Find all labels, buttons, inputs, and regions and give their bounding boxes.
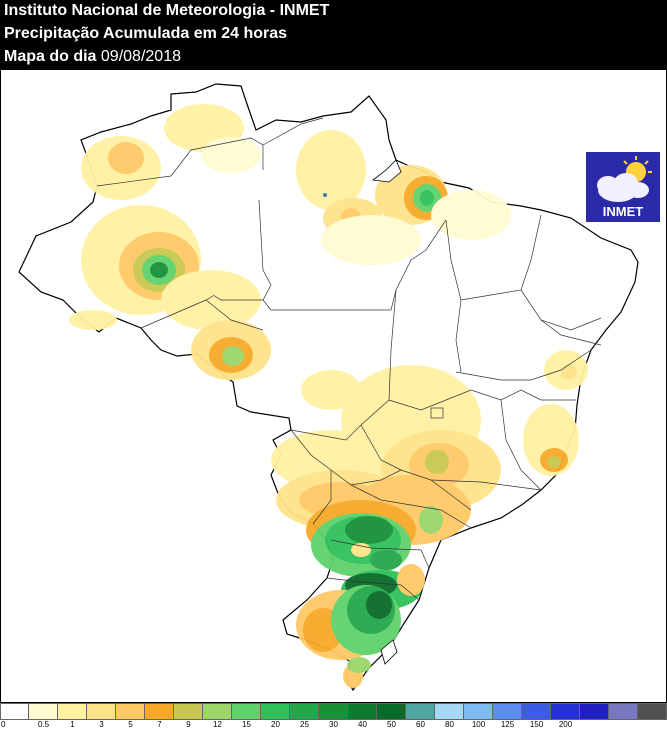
legend-label: 1 — [70, 720, 75, 729]
legend-swatch — [174, 703, 203, 720]
brazil-precipitation-svg — [18, 83, 639, 692]
legend-label: 0.5 — [37, 720, 50, 729]
legend-swatch — [406, 703, 435, 720]
legend-swatch — [522, 703, 551, 720]
legend-swatch — [435, 703, 464, 720]
legend-label: 20 — [271, 720, 280, 729]
legend-swatch — [87, 703, 116, 720]
legend-label: 3 — [99, 720, 104, 729]
legend-swatch — [290, 703, 319, 720]
legend-swatch — [464, 703, 493, 720]
legend-label: 150 — [529, 720, 544, 729]
legend-label: 0 — [1, 720, 6, 729]
legend-label: 100 — [471, 720, 486, 729]
legend-swatch — [638, 703, 667, 720]
inmet-logo: INMET — [586, 152, 660, 222]
legend-label: 60 — [416, 720, 425, 729]
delta-islands — [371, 159, 402, 183]
legend-swatch — [145, 703, 174, 720]
cloud-sun-icon: INMET — [586, 152, 660, 222]
legend-swatch — [493, 703, 522, 720]
legend-label: 5 — [128, 720, 133, 729]
map-title: Precipitação Acumulada em 24 horas — [4, 25, 288, 42]
map-header: Instituto Nacional de Meteorologia - INM… — [0, 0, 667, 70]
legend-swatch — [58, 703, 87, 720]
legend-swatch — [203, 703, 232, 720]
legend-swatch — [377, 703, 406, 720]
lagoon-shape — [380, 639, 398, 665]
legend-swatch — [319, 703, 348, 720]
precipitation-legend: 0 0.5 1 3 5 7 9 12 15 20 25 30 40 50 60 80 100 125 150 200 — [0, 703, 667, 730]
legend-label: 50 — [387, 720, 396, 729]
legend-swatch — [261, 703, 290, 720]
legend-swatch — [29, 703, 58, 720]
legend-label: 12 — [213, 720, 222, 729]
precipitation-shading — [69, 104, 588, 688]
legend-label: 15 — [242, 720, 251, 729]
river-mark — [323, 193, 327, 197]
precipitation-map: INMET — [0, 70, 667, 703]
map-date: 09/08/2018 — [100, 48, 181, 65]
state-boundaries — [96, 117, 602, 601]
legend-swatch — [348, 703, 377, 720]
legend-swatch — [116, 703, 145, 720]
legend-label: 7 — [157, 720, 162, 729]
legend-swatch — [609, 703, 638, 720]
legend-label: 200 — [558, 720, 573, 729]
legend-label: 40 — [358, 720, 367, 729]
logo-text: INMET — [603, 204, 644, 219]
legend-label: 25 — [300, 720, 309, 729]
institution-title: Instituto Nacional de Meteorologia - INM… — [4, 2, 330, 19]
legend-swatch — [580, 703, 609, 720]
legend-label: 9 — [186, 720, 191, 729]
legend-swatch — [0, 703, 29, 720]
legend-label: 30 — [329, 720, 338, 729]
legend-label: 80 — [445, 720, 454, 729]
legend-swatch — [232, 703, 261, 720]
legend-label: 125 — [500, 720, 515, 729]
legend-swatch — [551, 703, 580, 720]
map-date-line: Mapa do dia 09/08/2018 — [4, 47, 181, 67]
map-date-prefix: Mapa do dia — [4, 48, 97, 65]
